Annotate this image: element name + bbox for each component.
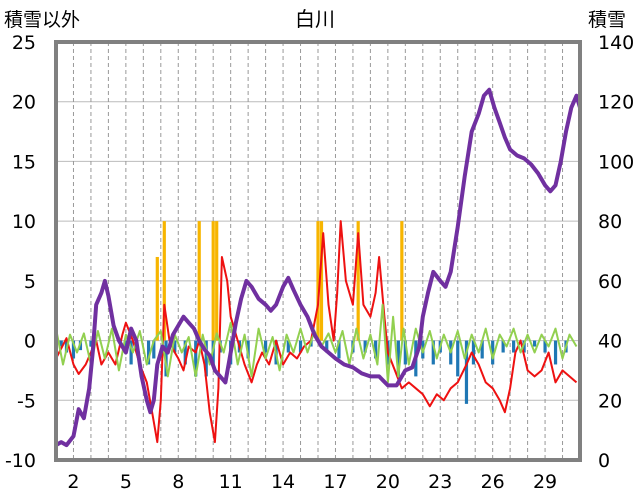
y-left-tick-label: 15 — [12, 151, 36, 173]
bar-1 — [183, 340, 187, 365]
bar-1 — [337, 340, 341, 359]
bar-1 — [194, 340, 198, 377]
bar-1 — [246, 340, 250, 359]
y-left-tick-label: -5 — [17, 390, 36, 412]
bar-0 — [197, 221, 201, 341]
y-right-tick-label: 0 — [598, 450, 610, 472]
bar-1 — [89, 340, 93, 347]
chart-title: 白川 — [295, 7, 335, 31]
y-left-tick-label: -10 — [5, 450, 36, 472]
bar-0 — [400, 221, 404, 341]
y-right-tick-label: 20 — [598, 390, 622, 412]
bar-1 — [146, 340, 151, 365]
x-tick-label: 2 — [67, 471, 79, 493]
y-right-tick-label: 40 — [598, 331, 622, 353]
lines-layer — [55, 87, 582, 448]
y-right-tick-label: 100 — [598, 151, 634, 173]
series-line-4 — [55, 87, 582, 448]
bar-1 — [522, 340, 526, 353]
right-axis-label: 積雪 — [588, 9, 626, 31]
y-left-tick-label: 20 — [12, 92, 36, 114]
bar-1 — [456, 340, 460, 377]
y-left-tick-label: 5 — [24, 271, 36, 293]
bar-1 — [152, 340, 156, 359]
bar-1 — [532, 340, 537, 347]
bar-1 — [204, 340, 208, 377]
bar-1 — [480, 340, 484, 359]
bar-1 — [59, 340, 63, 347]
bar-0 — [211, 221, 215, 341]
y-right-tick-label: 60 — [598, 271, 622, 293]
y-left-tick-label: 10 — [12, 211, 36, 233]
bar-1 — [471, 340, 476, 365]
y-right-tick-label: 140 — [598, 32, 634, 54]
bar-1 — [543, 340, 547, 353]
x-tick-label: 8 — [172, 471, 184, 493]
bar-1 — [71, 340, 76, 359]
bar-1 — [129, 340, 133, 365]
bar-1 — [298, 340, 303, 353]
bar-1 — [501, 340, 505, 353]
y-right-tick-label: 120 — [598, 92, 634, 114]
bar-1 — [553, 340, 558, 365]
x-tick-label: 17 — [323, 471, 347, 493]
x-tick-label: 29 — [533, 471, 557, 493]
plot-frame — [54, 40, 582, 462]
bar-1 — [464, 340, 469, 404]
y-left-tick-label: 0 — [24, 331, 36, 353]
bar-1 — [286, 340, 290, 353]
y-left-tick-label: 25 — [12, 32, 36, 54]
x-tick-label: 20 — [376, 471, 400, 493]
bar-1 — [403, 340, 407, 365]
bar-1 — [173, 340, 177, 353]
bar-1 — [512, 340, 516, 353]
bar-0 — [319, 221, 324, 341]
x-tick-label: 14 — [271, 471, 295, 493]
x-tick-label: 5 — [120, 471, 132, 493]
left-axis-label: 積雪以外 — [4, 9, 80, 31]
bar-1 — [396, 340, 400, 377]
bar-1 — [325, 340, 329, 353]
bar-1 — [264, 340, 268, 353]
bar-1 — [491, 340, 495, 365]
bar-1 — [363, 340, 367, 353]
bar-1 — [374, 340, 378, 359]
x-tick-label: 11 — [219, 471, 243, 493]
bar-0 — [155, 256, 159, 341]
bar-1 — [431, 340, 435, 365]
bar-0 — [356, 221, 360, 341]
bars-layer — [59, 221, 568, 404]
bar-0 — [215, 221, 219, 341]
x-tick-label: 23 — [428, 471, 452, 493]
series-line-2 — [55, 220, 578, 444]
x-tick-label: 26 — [481, 471, 505, 493]
bar-0 — [316, 221, 320, 341]
y-right-tick-label: 80 — [598, 211, 622, 233]
bar-0 — [162, 221, 166, 341]
